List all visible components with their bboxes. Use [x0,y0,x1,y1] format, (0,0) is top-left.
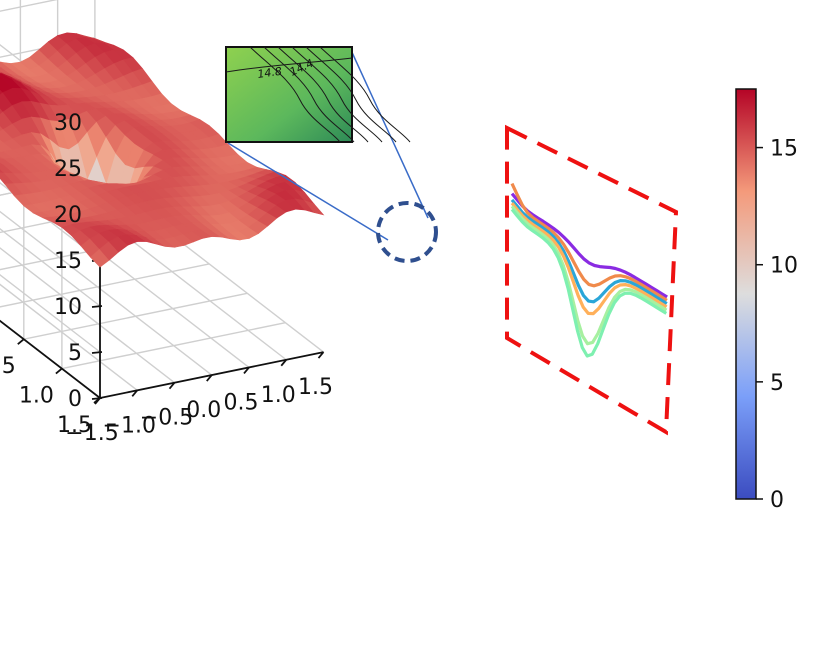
inset-contour-label: 14.8 [257,65,283,81]
colorbar-tick-label: 10 [770,254,798,279]
inset-frame [225,46,353,143]
surface-facet [303,199,325,216]
x-tick-label: 0.5 [224,390,259,415]
projection-curve [510,205,668,346]
grid-line [0,263,210,308]
colorbar-ticks: 0 5 10 15 [756,137,798,513]
z-tick-label: 10 [54,295,82,320]
colorbar-body [735,88,757,500]
z-tick-label: 15 [54,249,82,274]
inset-contour-line [305,46,397,143]
z-tick-label: 5 [68,341,82,366]
x-tick-mark [168,382,176,390]
inset-contour-line [319,46,411,143]
y-tick-labels: −1.5−1.0−0.50.00.51.01.5 [0,354,92,438]
z-tick-label: 20 [54,203,82,228]
x-tick-label: −1.5 [65,421,118,446]
y-tick-label: 1.5 [57,413,92,438]
y-tick-mark [17,338,25,345]
y-tick-label: 1.0 [19,384,54,409]
x-tick-label: 1.5 [298,375,333,400]
projection-curve [510,202,668,316]
z-tick-label: 30 [54,111,82,136]
inset-connector-top [349,47,429,219]
inset-contour-line [225,57,353,73]
z-tick-mark [91,305,103,308]
colorbar: 0 5 10 15 [735,88,798,513]
colorbar-tick-label: 15 [770,137,798,162]
colorbar-tick-label: 5 [770,371,784,396]
x-tick-mark [206,374,213,382]
surface-mesh [0,32,325,268]
x-tick-label: −1.0 [103,413,156,438]
z-tick-labels: 0 5 10 15 20 25 30 [54,111,82,412]
projection-curve [510,208,668,358]
y-tick-mark [55,367,63,375]
projection-panel [505,124,679,436]
projection-border [505,124,679,436]
highlight-circle [376,201,438,263]
x-tick-mark [317,351,325,359]
z-tick-label: 0 [68,387,82,412]
inset-contour-line [291,46,383,143]
x-tick-mark [94,397,101,405]
x-tick-mark [280,359,287,367]
z-tick-label: 25 [54,157,82,182]
inset-connector-bottom [227,142,389,241]
z-tick-mark [91,351,103,354]
projection-curve [510,192,668,299]
x-tick-label: 1.0 [261,383,296,408]
inset-contour-line [263,46,355,143]
x-tick-label: −0.5 [140,406,193,431]
x-tick-mark [131,389,138,397]
x-tick-label: 0.0 [186,398,221,423]
x-tick-labels: 1.51.00.50.0−0.5−1.0−1.5 [65,375,333,446]
zoom-inset: 14.8 14.4 [225,46,438,263]
grid-line [61,322,286,370]
z-tick-mark [91,397,103,400]
projection-curve [510,198,668,305]
x-tick-mark [243,366,250,374]
y-tick-label: 0.5 [0,354,16,379]
inset-contour-line [249,46,341,143]
colorbar-tick-label: 0 [770,488,784,513]
projection-curve [510,182,668,302]
inset-contours [225,46,411,143]
